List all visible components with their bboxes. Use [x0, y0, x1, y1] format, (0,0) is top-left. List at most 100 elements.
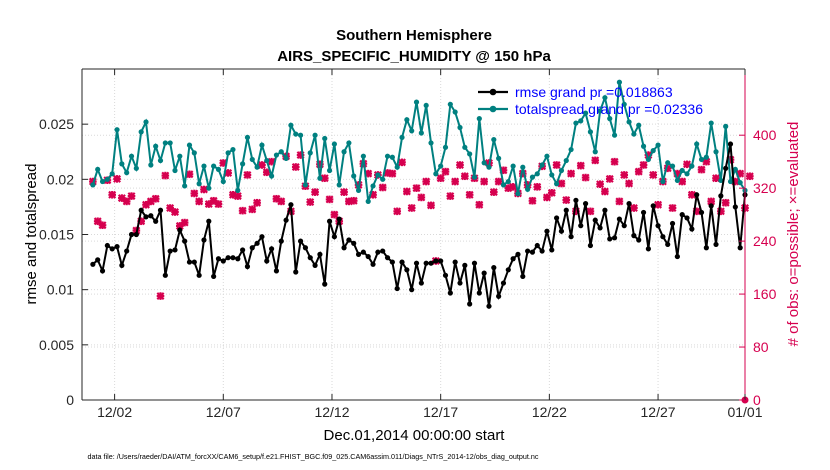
rmse-point	[737, 245, 743, 251]
rmse-point	[462, 262, 468, 268]
totalspread-point	[660, 178, 666, 185]
rmse-point	[196, 272, 202, 278]
totalspread-point	[679, 167, 685, 174]
obs-point	[465, 190, 474, 199]
rmse-point	[249, 245, 255, 251]
rmse-point	[713, 241, 719, 248]
rmse-point	[365, 253, 371, 260]
rmse-point	[694, 192, 700, 198]
totalspread-point	[186, 142, 193, 148]
totalspread-point	[128, 153, 135, 159]
totalspread-point	[288, 122, 294, 128]
obs-point	[151, 194, 160, 203]
totalspread-point	[240, 161, 246, 167]
rmse-point	[578, 223, 584, 229]
totalspread-point	[269, 173, 275, 179]
rmse-point	[355, 251, 362, 257]
x-tick-label: 12/22	[532, 404, 567, 420]
rmse-point	[723, 165, 729, 171]
rmse-point	[201, 237, 207, 243]
rmse-point	[423, 260, 429, 266]
totalspread-point	[669, 163, 676, 169]
totalspread-point	[515, 191, 521, 197]
rmse-point	[404, 267, 410, 273]
rmse-point	[244, 263, 251, 270]
rmse-point	[660, 234, 666, 240]
obs-point	[615, 197, 624, 206]
totalspread-point	[554, 181, 560, 187]
x-tick-label: 01/01	[727, 404, 762, 420]
totalspread-point	[563, 157, 569, 164]
rmse-point	[669, 220, 676, 227]
obs-point	[697, 165, 706, 174]
obs-point	[480, 177, 489, 186]
rmse-point	[568, 234, 574, 240]
legend-rmse-label: rmse grand pr =0.018863	[515, 84, 673, 100]
totalspread-point	[119, 161, 125, 167]
x-tick-label: 12/17	[423, 404, 458, 420]
totalspread-point	[457, 124, 463, 131]
totalspread-point	[167, 140, 173, 146]
totalspread-point	[616, 79, 623, 85]
totalspread-point	[462, 144, 468, 150]
obs-point	[649, 170, 658, 179]
totalspread-point	[143, 119, 149, 125]
chart-subtitle: AIRS_SPECIFIC_HUMIDITY @ 150 hPa	[277, 48, 551, 65]
x-tick-label: 12/27	[641, 404, 676, 420]
totalspread-point	[471, 174, 478, 180]
y-tick-label: 0	[66, 392, 74, 408]
obs-point	[393, 207, 402, 216]
rmse-point	[640, 209, 647, 216]
rmse-point	[206, 218, 212, 224]
rmse-point	[119, 262, 125, 268]
totalspread-point	[99, 178, 106, 185]
rmse-point	[650, 203, 656, 209]
obs-point	[171, 208, 179, 216]
rmse-point	[259, 234, 265, 240]
obs-point	[127, 192, 136, 201]
totalspread-point	[273, 152, 280, 158]
rmse-point	[442, 272, 449, 278]
rmse-point	[457, 280, 463, 286]
totalspread-point	[235, 187, 241, 193]
totalspread-point	[636, 122, 642, 128]
obs-point	[214, 200, 223, 209]
totalspread-point	[162, 140, 168, 146]
obs-point	[721, 198, 730, 207]
totalspread-point	[404, 117, 410, 123]
obs-point	[349, 196, 358, 205]
rmse-point	[346, 237, 352, 243]
rmse-point	[172, 247, 178, 253]
rmse-point	[336, 216, 342, 222]
rmse-point	[718, 193, 724, 199]
rmse-point	[611, 235, 618, 241]
totalspread-point	[708, 120, 714, 126]
legend-rmse-marker	[489, 88, 497, 96]
totalspread-point	[476, 116, 482, 122]
totalspread-point	[689, 163, 695, 169]
obs-point	[562, 196, 571, 205]
rmse-point	[607, 236, 613, 242]
obs-point	[156, 292, 165, 301]
rmse-point	[476, 290, 482, 296]
totalspread-point	[587, 129, 594, 135]
rmse-point	[138, 207, 144, 213]
totalspread-point	[645, 156, 651, 163]
totalspread-point	[153, 143, 159, 149]
rmse-point	[626, 201, 632, 207]
rmse-point	[525, 248, 531, 254]
totalspread-point	[104, 176, 110, 182]
obs-point	[745, 172, 754, 181]
obs-point	[388, 169, 397, 178]
y-tick-label: 0.005	[39, 337, 74, 353]
totalspread-point	[365, 198, 371, 204]
obs-point	[277, 197, 286, 206]
rmse-point	[331, 234, 337, 240]
totalspread-point	[177, 153, 183, 159]
totalspread-point	[631, 131, 637, 137]
totalspread-point	[351, 173, 357, 179]
obs-point	[427, 201, 435, 210]
obs-point	[257, 161, 266, 169]
rmse-point	[380, 248, 386, 254]
obs-point	[340, 188, 349, 197]
